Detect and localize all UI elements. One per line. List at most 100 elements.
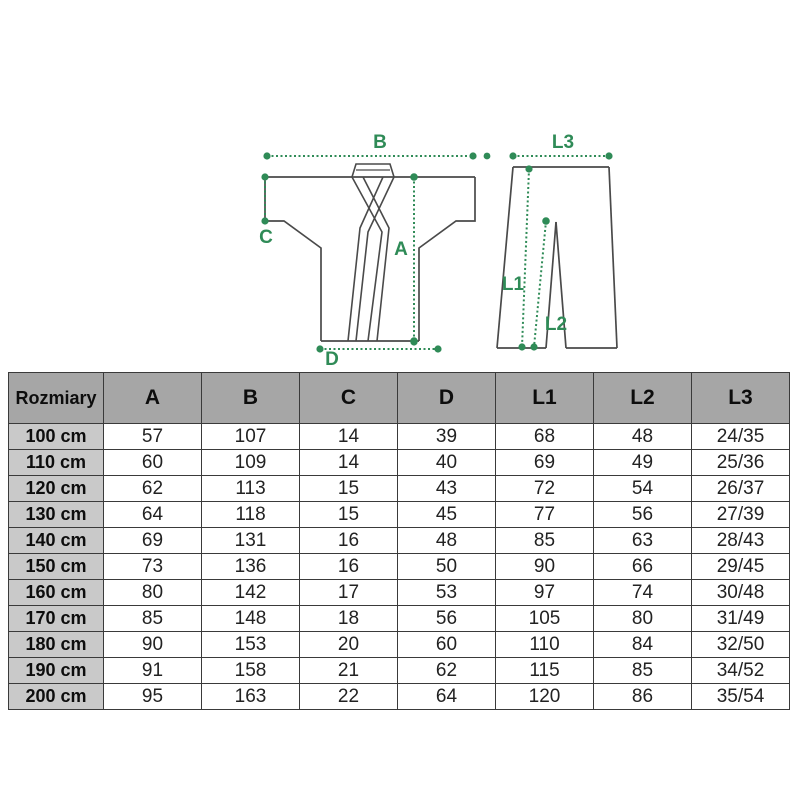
table-cell-l2: 80	[593, 605, 692, 632]
table-cell-l1: 115	[495, 657, 594, 684]
table-cell-l3: 30/48	[691, 579, 790, 606]
table-cell-b: 109	[201, 449, 300, 476]
table-row: 100 cm 57 107 14 39 68 48 24/35	[8, 423, 790, 450]
row-header-size: 140 cm	[8, 527, 104, 554]
jacket-left-sleeve	[264, 177, 322, 341]
column-header-a: A	[103, 372, 202, 424]
measure-d-endpoint-mid	[410, 338, 418, 346]
row-header-size: 180 cm	[8, 631, 104, 658]
karate-pants-drawing	[496, 166, 618, 349]
table-cell-l2: 56	[593, 501, 692, 528]
table-cell-b: 153	[201, 631, 300, 658]
table-cell-d: 56	[397, 605, 496, 632]
jacket-collar-top	[351, 163, 395, 178]
table-cell-a: 91	[103, 657, 202, 684]
table-cell-c: 17	[299, 579, 398, 606]
measure-c-label: C	[259, 227, 273, 248]
table-cell-c: 16	[299, 553, 398, 580]
measure-l1-endpoint-bottom	[518, 343, 526, 351]
table-cell-b: 148	[201, 605, 300, 632]
column-header-b: B	[201, 372, 300, 424]
measure-d-endpoint-right	[434, 345, 442, 353]
table-cell-l3: 25/36	[691, 449, 790, 476]
column-header-l3: L3	[691, 372, 790, 424]
measure-a-label: A	[394, 239, 408, 260]
table-cell-l1: 68	[495, 423, 594, 450]
jacket-lapel-right-inner	[347, 176, 384, 342]
table-cell-d: 53	[397, 579, 496, 606]
column-header-c: C	[299, 372, 398, 424]
measure-d-label: D	[325, 349, 339, 370]
jacket-lapel-left-inner	[362, 176, 390, 342]
table-cell-l2: 85	[593, 657, 692, 684]
table-cell-l1: 72	[495, 475, 594, 502]
table-cell-d: 48	[397, 527, 496, 554]
table-cell-l1: 97	[495, 579, 594, 606]
table-cell-a: 85	[103, 605, 202, 632]
size-chart-table-wrap: Rozmiary A B C D L1 L2 L3 100 cm 57 107 14 3…	[8, 372, 790, 710]
row-header-size: 150 cm	[8, 553, 104, 580]
row-header-size: 100 cm	[8, 423, 104, 450]
table-cell-b: 118	[201, 501, 300, 528]
table-cell-d: 40	[397, 449, 496, 476]
table-cell-b: 107	[201, 423, 300, 450]
table-row: 140 cm 69 131 16 48 85 63 28/43	[8, 527, 790, 554]
table-cell-l1: 110	[495, 631, 594, 658]
measure-l2-line	[533, 220, 547, 348]
table-cell-l1: 77	[495, 501, 594, 528]
table-cell-l2: 48	[593, 423, 692, 450]
table-cell-a: 80	[103, 579, 202, 606]
table-row: 200 cm 95 163 22 64 120 86 35/54	[8, 683, 790, 710]
size-chart-table: Rozmiary A B C D L1 L2 L3 100 cm 57 107 14 3…	[8, 372, 790, 710]
table-row: 120 cm 62 113 15 43 72 54 26/37	[8, 475, 790, 502]
table-cell-c: 15	[299, 475, 398, 502]
table-cell-d: 39	[397, 423, 496, 450]
row-header-size: 160 cm	[8, 579, 104, 606]
table-cell-a: 64	[103, 501, 202, 528]
measure-l3-endpoint-left	[509, 152, 517, 160]
measure-l2-endpoint-bottom	[530, 343, 538, 351]
table-cell-a: 95	[103, 683, 202, 710]
table-cell-b: 163	[201, 683, 300, 710]
table-row: 180 cm 90 153 20 60 110 84 32/50	[8, 631, 790, 658]
table-cell-l2: 63	[593, 527, 692, 554]
garment-diagram-area: B C A D	[0, 0, 800, 372]
measure-b-label: B	[373, 132, 387, 153]
table-cell-l2: 74	[593, 579, 692, 606]
table-cell-d: 64	[397, 683, 496, 710]
table-cell-l1: 90	[495, 553, 594, 580]
table-cell-a: 69	[103, 527, 202, 554]
row-header-size: 200 cm	[8, 683, 104, 710]
pants-left-inner-seam	[545, 221, 557, 349]
table-cell-l3: 27/39	[691, 501, 790, 528]
measure-l1-label: L1	[502, 274, 525, 295]
measure-a-endpoint-top	[410, 173, 418, 181]
table-cell-a: 57	[103, 423, 202, 450]
karate-jacket-drawing	[264, 163, 476, 342]
garment-diagram-svg: B C A D	[259, 132, 618, 370]
table-cell-l3: 31/49	[691, 605, 790, 632]
table-cell-c: 20	[299, 631, 398, 658]
pants-right-outer-seam	[608, 166, 618, 349]
table-row: 130 cm 64 118 15 45 77 56 27/39	[8, 501, 790, 528]
table-row: 190 cm 91 158 21 62 115 85 34/52	[8, 657, 790, 684]
table-cell-a: 62	[103, 475, 202, 502]
measure-d-group: D	[316, 338, 442, 370]
row-header-size: 170 cm	[8, 605, 104, 632]
table-cell-b: 158	[201, 657, 300, 684]
table-cell-d: 50	[397, 553, 496, 580]
table-cell-d: 62	[397, 657, 496, 684]
table-cell-l2: 49	[593, 449, 692, 476]
table-cell-d: 45	[397, 501, 496, 528]
measure-l2-label: L2	[545, 314, 567, 335]
measure-l1-line	[521, 168, 530, 348]
row-header-size: 130 cm	[8, 501, 104, 528]
table-cell-l3: 24/35	[691, 423, 790, 450]
row-header-size: 190 cm	[8, 657, 104, 684]
table-cell-b: 136	[201, 553, 300, 580]
table-row: 160 cm 80 142 17 53 97 74 30/48	[8, 579, 790, 606]
measure-l1-group: L1	[502, 165, 533, 351]
table-cell-c: 14	[299, 449, 398, 476]
table-cell-d: 43	[397, 475, 496, 502]
